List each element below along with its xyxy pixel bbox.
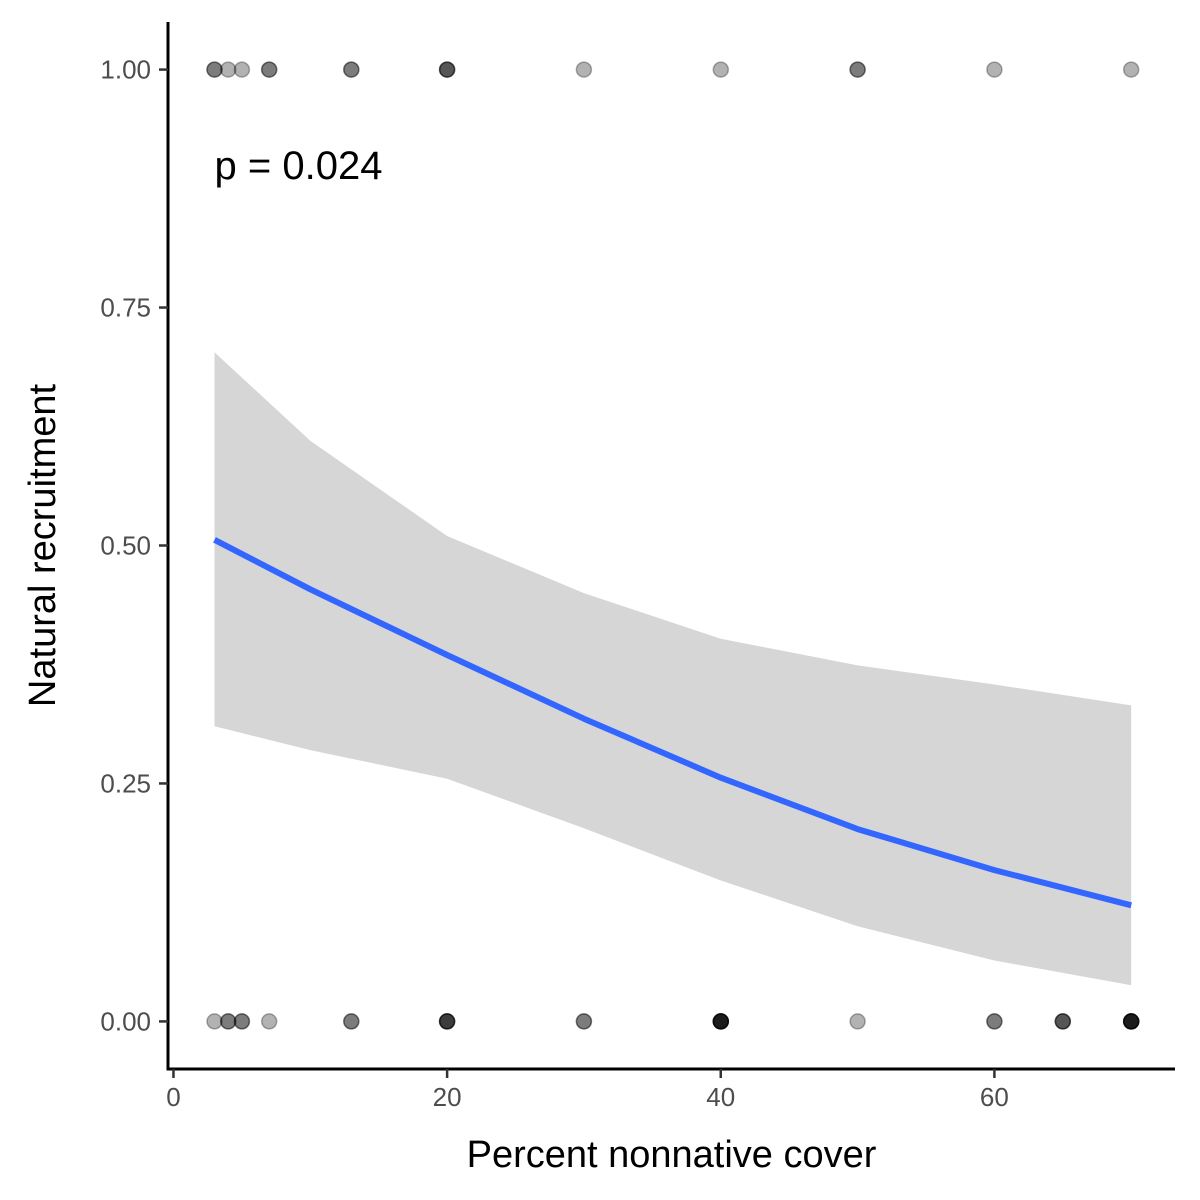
data-points-layer <box>206 61 1140 1030</box>
data-point-27 <box>438 1013 456 1030</box>
data-point-44 <box>1122 1013 1140 1030</box>
data-point-21 <box>233 1013 251 1030</box>
data-point-1 <box>206 61 223 78</box>
data-point-12 <box>712 61 730 78</box>
data-point-34 <box>712 1013 730 1030</box>
data-point-3 <box>233 61 251 78</box>
data-point-33 <box>712 1013 730 1030</box>
data-point-40 <box>1054 1013 1072 1030</box>
y-axis-title: Natural recruitment <box>22 384 64 708</box>
data-point-42 <box>1054 1013 1072 1030</box>
data-point-8 <box>438 61 456 78</box>
data-point-26 <box>438 1013 456 1030</box>
data-point-32 <box>712 1013 730 1030</box>
y-tick-label-0: 0.00 <box>100 1006 151 1036</box>
data-point-17 <box>206 1013 223 1030</box>
data-point-37 <box>849 1013 866 1030</box>
data-point-9 <box>438 61 456 78</box>
x-tick-label-0: 0 <box>166 1082 180 1112</box>
y-tick-label-3: 0.75 <box>100 293 151 323</box>
data-point-38 <box>986 1013 1003 1030</box>
y-tick-label-2: 0.50 <box>100 531 151 561</box>
data-point-36 <box>712 1013 730 1030</box>
fit-line-layer <box>213 537 1132 909</box>
p-value-annotation: p = 0.024 <box>215 144 383 188</box>
data-point-2 <box>219 61 237 78</box>
data-point-47 <box>1122 1013 1140 1030</box>
data-point-14 <box>849 61 866 78</box>
data-point-25 <box>438 1013 456 1030</box>
y-tick-label-4: 1.00 <box>100 55 151 85</box>
confidence-ribbon-layer <box>214 352 1132 986</box>
x-axis-title: Percent nonnative cover <box>467 1134 877 1176</box>
data-point-6 <box>343 61 360 78</box>
data-point-15 <box>986 61 1003 78</box>
data-point-11 <box>575 61 593 78</box>
data-point-0 <box>206 61 223 78</box>
data-point-13 <box>849 61 866 78</box>
data-point-31 <box>712 1013 730 1030</box>
x-tick-label-1: 20 <box>433 1082 462 1112</box>
data-point-18 <box>219 1013 237 1030</box>
confidence-ribbon <box>214 352 1132 986</box>
data-point-16 <box>1122 61 1140 78</box>
data-point-45 <box>1122 1013 1140 1030</box>
data-point-39 <box>986 1013 1003 1030</box>
fit-line <box>213 537 1132 909</box>
data-point-28 <box>438 1013 456 1030</box>
data-point-43 <box>1122 1013 1140 1030</box>
data-point-35 <box>712 1013 730 1030</box>
data-point-48 <box>1122 1013 1140 1030</box>
data-point-7 <box>343 61 360 78</box>
data-point-41 <box>1054 1013 1072 1030</box>
data-point-10 <box>438 61 456 78</box>
data-point-20 <box>233 1013 251 1030</box>
x-tick-label-3: 60 <box>980 1082 1009 1112</box>
data-point-22 <box>260 1013 278 1030</box>
data-point-29 <box>575 1013 593 1030</box>
y-tick-label-1: 0.25 <box>100 768 151 798</box>
data-point-19 <box>219 1013 237 1030</box>
axes-layer: 0.00 0.25 0.50 0.75 1.00 0 20 40 60 <box>100 22 1175 1112</box>
data-point-24 <box>343 1013 360 1030</box>
data-point-4 <box>260 61 278 78</box>
x-tick-label-2: 40 <box>706 1082 735 1112</box>
data-point-5 <box>260 61 278 78</box>
data-point-23 <box>343 1013 360 1030</box>
data-point-46 <box>1122 1013 1140 1030</box>
data-point-30 <box>575 1013 593 1030</box>
